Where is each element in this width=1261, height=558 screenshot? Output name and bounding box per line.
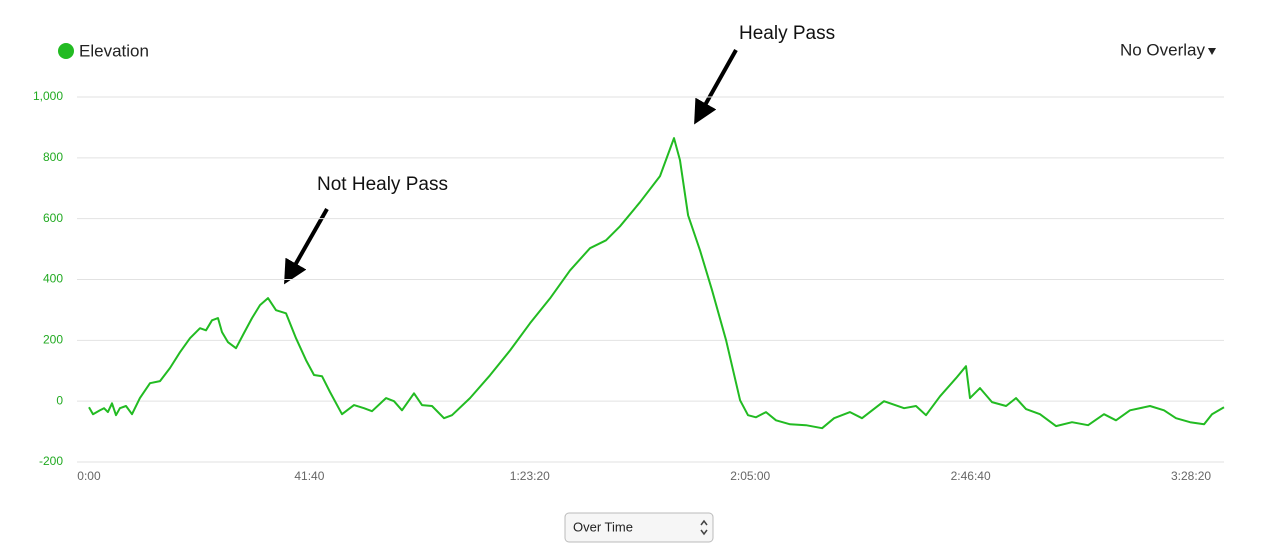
x-tick-label: 41:40	[294, 469, 324, 483]
overlay-select[interactable]: No Overlay	[1120, 40, 1206, 59]
legend-label[interactable]: Elevation	[79, 41, 149, 60]
x-tick-label: 1:23:20	[510, 469, 550, 483]
annotation: Healy Pass	[739, 23, 835, 44]
y-tick-label: 1,000	[33, 89, 63, 103]
y-tick-label: 800	[43, 150, 63, 164]
elevation-line	[88, 137, 1225, 430]
x-tick-label: 2:05:00	[730, 469, 770, 483]
select-arrows	[700, 519, 708, 536]
y-tick-label: 200	[43, 333, 63, 347]
annotation-arrow	[694, 49, 738, 125]
y-tick-label: 600	[43, 211, 63, 225]
annotation: Not Healy Pass	[317, 174, 448, 195]
legend-marker	[58, 43, 74, 59]
overlay-caret	[1208, 48, 1216, 55]
x-tick-label: 3:28:20	[1171, 469, 1211, 483]
y-tick-label: -200	[39, 454, 63, 468]
annotation-arrow	[284, 208, 329, 285]
x-tick-label: 0:00	[77, 469, 101, 483]
plot: -200 0 200 400 600 800 1,000 0:00 41:40 1:23:20 2:…	[33, 89, 1225, 483]
y-tick-label: 0	[56, 393, 63, 407]
mode-select[interactable]	[564, 512, 714, 543]
y-tick-label: 400	[43, 272, 63, 286]
x-tick-label: 2:46:40	[951, 469, 991, 483]
mode-select-label[interactable]: Over Time	[573, 519, 633, 534]
